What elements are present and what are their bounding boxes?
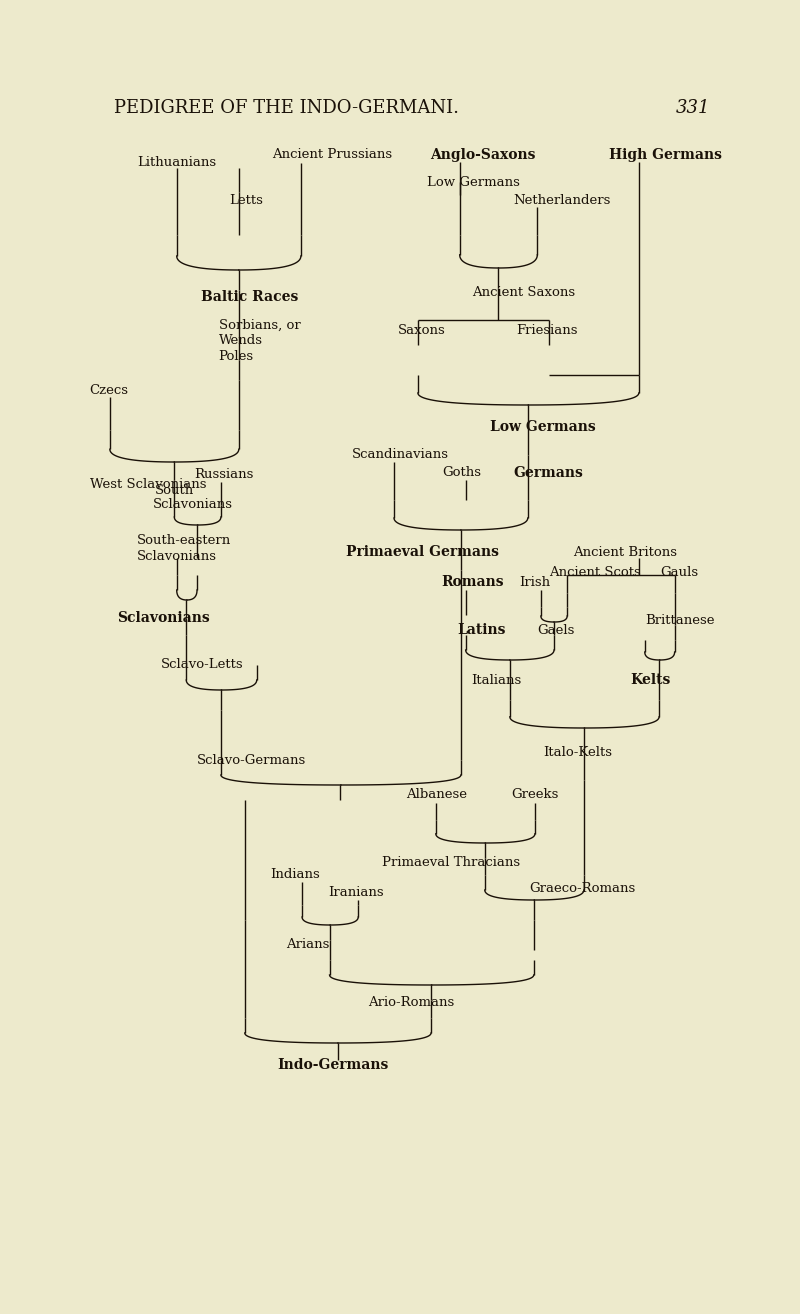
- Text: Friesians: Friesians: [516, 323, 578, 336]
- Text: South-eastern: South-eastern: [138, 533, 231, 547]
- Text: Kelts: Kelts: [630, 673, 671, 687]
- Text: Scandinavians: Scandinavians: [352, 448, 450, 461]
- Text: Ancient Saxons: Ancient Saxons: [472, 286, 574, 300]
- Text: Brittanese: Brittanese: [645, 614, 714, 627]
- Text: Low Germans: Low Germans: [490, 420, 595, 434]
- Text: Lithuanians: Lithuanians: [138, 155, 217, 168]
- Text: Russians: Russians: [194, 469, 254, 481]
- Text: West Sclavonians: West Sclavonians: [90, 478, 206, 491]
- Text: Sclavonians: Sclavonians: [153, 498, 233, 511]
- Text: Sclavo-Letts: Sclavo-Letts: [161, 658, 244, 671]
- Text: Czecs: Czecs: [90, 384, 129, 397]
- Text: Indo-Germans: Indo-Germans: [277, 1058, 388, 1072]
- Text: Low Germans: Low Germans: [427, 176, 520, 188]
- Text: Gaels: Gaels: [538, 624, 574, 636]
- Text: Sclavonians: Sclavonians: [138, 549, 218, 562]
- Text: Ancient Prussians: Ancient Prussians: [272, 148, 392, 162]
- Text: Netherlanders: Netherlanders: [514, 193, 611, 206]
- Text: Irish: Irish: [519, 576, 550, 589]
- Text: Sclavonians: Sclavonians: [117, 611, 210, 625]
- Text: Primaeval Germans: Primaeval Germans: [346, 545, 499, 558]
- Text: Wends: Wends: [218, 335, 262, 347]
- Text: Gauls: Gauls: [660, 566, 698, 579]
- Text: Germans: Germans: [514, 466, 583, 480]
- Text: Arians: Arians: [286, 938, 330, 951]
- Text: Italians: Italians: [472, 674, 522, 686]
- Text: Indians: Indians: [270, 869, 320, 882]
- Text: Ancient Britons: Ancient Britons: [573, 545, 677, 558]
- Text: Ancient Scots: Ancient Scots: [550, 566, 641, 579]
- Text: Sorbians, or: Sorbians, or: [218, 318, 300, 331]
- Text: Sclavo-Germans: Sclavo-Germans: [197, 753, 306, 766]
- Text: Poles: Poles: [218, 351, 254, 364]
- Text: Baltic Races: Baltic Races: [201, 290, 298, 304]
- Text: Anglo-Saxons: Anglo-Saxons: [430, 148, 535, 162]
- Text: Ario-Romans: Ario-Romans: [368, 996, 454, 1009]
- Text: Saxons: Saxons: [398, 323, 446, 336]
- Text: Albanese: Albanese: [406, 788, 467, 802]
- Text: PEDIGREE OF THE INDO-GERMANI.: PEDIGREE OF THE INDO-GERMANI.: [114, 99, 459, 117]
- Text: Romans: Romans: [442, 576, 505, 589]
- Text: 331: 331: [675, 99, 710, 117]
- Text: Greeks: Greeks: [511, 788, 558, 802]
- Text: High Germans: High Germans: [609, 148, 722, 162]
- Text: Goths: Goths: [442, 466, 481, 480]
- Text: Iranians: Iranians: [328, 886, 384, 899]
- Text: South: South: [155, 484, 194, 497]
- Text: Italo-Kelts: Italo-Kelts: [543, 745, 612, 758]
- Text: Primaeval Thracians: Primaeval Thracians: [382, 855, 520, 869]
- Text: Latins: Latins: [458, 623, 506, 637]
- Text: Letts: Letts: [230, 193, 263, 206]
- Text: Graeco-Romans: Graeco-Romans: [529, 882, 635, 895]
